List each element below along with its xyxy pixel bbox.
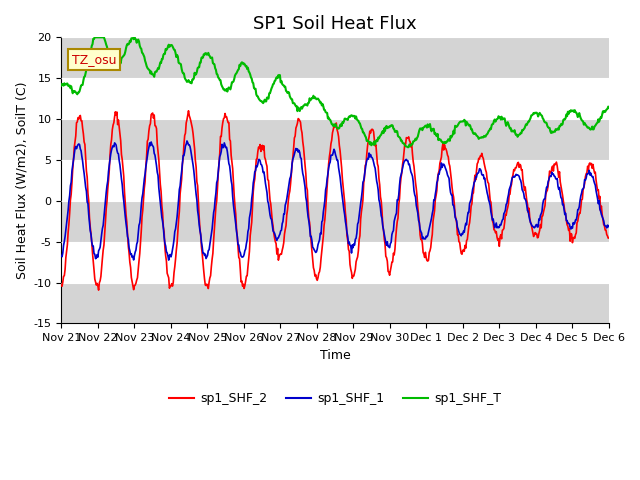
Y-axis label: Soil Heat Flux (W/m2), SoilT (C): Soil Heat Flux (W/m2), SoilT (C) [15, 82, 28, 279]
Legend: sp1_SHF_2, sp1_SHF_1, sp1_SHF_T: sp1_SHF_2, sp1_SHF_1, sp1_SHF_T [164, 387, 506, 410]
X-axis label: Time: Time [320, 348, 351, 362]
Bar [61, 283, 609, 324]
Title: SP1 Soil Heat Flux: SP1 Soil Heat Flux [253, 15, 417, 33]
Bar [61, 242, 609, 283]
Bar [61, 78, 609, 119]
Text: TZ_osu: TZ_osu [72, 53, 116, 66]
Bar [61, 37, 609, 78]
Bar [61, 160, 609, 201]
Bar [61, 119, 609, 160]
Bar [61, 201, 609, 242]
